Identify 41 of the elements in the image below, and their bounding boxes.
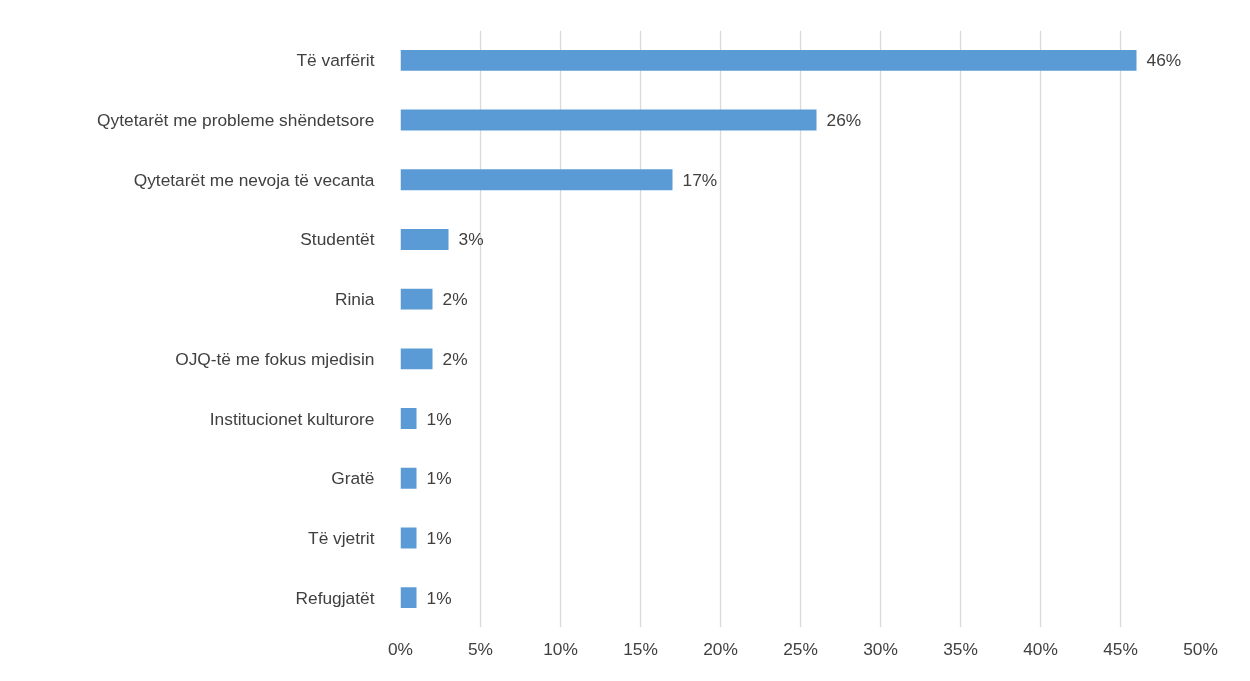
x-tick-label: 45% bbox=[1103, 638, 1138, 659]
bar bbox=[400, 587, 417, 609]
y-tick-label: Qytetarët me probleme shëndetsore bbox=[97, 110, 375, 131]
x-tick-label: 0% bbox=[387, 638, 414, 659]
bar bbox=[400, 467, 417, 489]
x-tick-label: 15% bbox=[623, 638, 658, 659]
x-tick-label: 50% bbox=[1183, 638, 1218, 659]
y-tick-label: Rinia bbox=[335, 289, 375, 310]
bar bbox=[400, 527, 417, 549]
x-tick-label: 25% bbox=[783, 638, 818, 659]
y-tick-label: Studentët bbox=[300, 229, 375, 250]
data-label: 1% bbox=[426, 587, 452, 608]
data-label: 3% bbox=[458, 229, 484, 250]
data-label: 17% bbox=[682, 169, 718, 190]
y-tick-label: Institucionet kulturore bbox=[209, 408, 375, 429]
data-label: 1% bbox=[426, 408, 452, 429]
data-label: 1% bbox=[426, 468, 452, 489]
x-tick-label: 5% bbox=[467, 638, 494, 659]
y-tick-label: Të varfërit bbox=[296, 50, 375, 71]
x-tick-label: 30% bbox=[863, 638, 898, 659]
data-label: 26% bbox=[826, 110, 862, 131]
data-label: 1% bbox=[426, 527, 452, 548]
y-tick-label: Gratë bbox=[331, 468, 375, 489]
x-tick-label: 35% bbox=[943, 638, 978, 659]
x-tick-label: 20% bbox=[703, 638, 738, 659]
bar bbox=[400, 348, 433, 370]
bar bbox=[400, 49, 1137, 71]
bar bbox=[400, 109, 817, 131]
x-tick-label: 40% bbox=[1023, 638, 1058, 659]
data-label: 46% bbox=[1146, 50, 1182, 71]
data-label: 2% bbox=[442, 348, 468, 369]
data-label: 2% bbox=[442, 289, 468, 310]
bar bbox=[400, 288, 433, 310]
bar bbox=[400, 169, 673, 191]
x-tick-label: 10% bbox=[543, 638, 578, 659]
y-tick-label: Qytetarët me nevoja të vecanta bbox=[133, 169, 375, 190]
y-tick-label: OJQ-të me fokus mjedisin bbox=[175, 348, 375, 369]
y-tick-label: Të vjetrit bbox=[308, 527, 375, 548]
bar bbox=[400, 229, 449, 250]
y-tick-label: Refugjatët bbox=[295, 587, 375, 608]
bar bbox=[400, 408, 417, 429]
